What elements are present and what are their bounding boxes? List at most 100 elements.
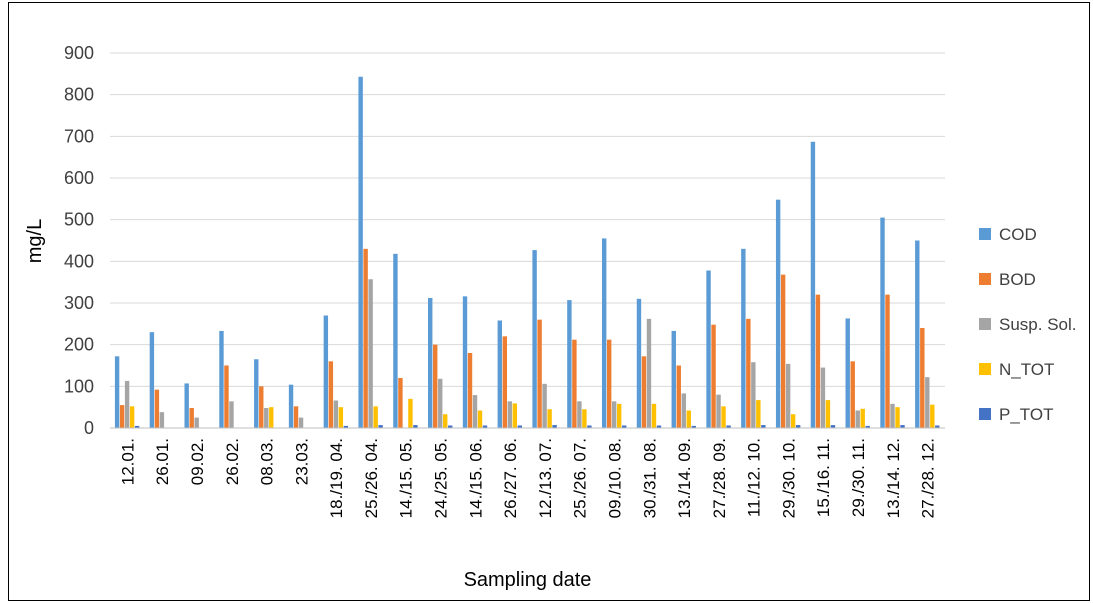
- bar-n-tot-11: [512, 403, 517, 428]
- x-tick-label: 14./15. 05.: [397, 438, 416, 518]
- bar-cod-8: [393, 253, 398, 428]
- bar-cod-0: [114, 356, 120, 428]
- x-tick-label: 30./31. 08.: [640, 438, 659, 518]
- bar-cod-7: [358, 76, 363, 428]
- x-tick-label: 18./19. 04.: [327, 438, 346, 518]
- x-tick-label: 08.03.: [258, 438, 277, 485]
- bar-bod-18: [746, 318, 751, 428]
- x-axis-title: Sampling date: [464, 569, 592, 591]
- y-tick-label: 0: [84, 418, 94, 438]
- legend-swatch: [979, 363, 991, 375]
- bar-susp-sol-2: [194, 417, 199, 428]
- legend-swatch: [979, 318, 991, 330]
- bar-p-tot-7: [378, 425, 383, 428]
- bar-cod-5: [288, 384, 294, 428]
- bar-bod-3: [224, 365, 229, 428]
- bar-bod-11: [502, 336, 507, 428]
- x-tick-label: 29./30. 10.: [779, 438, 798, 518]
- x-tick-label: 09./10. 08.: [606, 438, 625, 518]
- bar-cod-21: [845, 318, 850, 428]
- bar-cod-1: [149, 332, 155, 428]
- x-tick-label: 23.03.: [292, 438, 311, 485]
- bar-cod-9: [428, 298, 433, 428]
- bar-cod-23: [915, 240, 920, 428]
- bar-susp-sol-18: [751, 362, 756, 428]
- bar-n-tot-10: [477, 410, 483, 428]
- bar-susp-sol-9: [438, 378, 443, 428]
- bar-bod-20: [815, 294, 821, 428]
- bar-susp-sol-21: [855, 410, 860, 428]
- bar-bod-13: [572, 339, 577, 428]
- bar-cod-20: [810, 141, 816, 428]
- bar-cod-17: [706, 270, 711, 428]
- bar-p-tot-22: [900, 425, 905, 428]
- bar-cod-3: [219, 330, 224, 428]
- bar-cod-12: [532, 250, 537, 428]
- bar-n-tot-18: [756, 400, 761, 428]
- y-tick-label: 800: [64, 85, 94, 105]
- x-tick-label: 29./30. 11.: [849, 438, 868, 517]
- x-tick-label: 15./16. 11.: [814, 438, 833, 517]
- bar-susp-sol-16: [681, 393, 686, 428]
- bar-bod-2: [189, 408, 194, 428]
- bar-n-tot-17: [721, 406, 726, 428]
- legend-swatch: [979, 273, 991, 285]
- legend-label: N_TOT: [999, 360, 1054, 379]
- bar-cod-14: [601, 238, 607, 428]
- x-tick-label: 26.02.: [223, 438, 242, 485]
- y-axis-ticks: 0 100 200 300 400 500 600 700 800 900: [64, 43, 94, 438]
- bar-n-tot-9: [443, 414, 448, 428]
- x-tick-label: 26.01.: [153, 438, 172, 485]
- y-tick-label: 900: [64, 43, 94, 63]
- legend-label: Susp. Sol.: [999, 315, 1077, 334]
- bars: [114, 76, 940, 428]
- bar-p-tot-6: [343, 425, 349, 428]
- x-axis-ticks: 12.01. 26.01. 09.02. 26.02. 08.03. 23.03. 18./…: [118, 438, 937, 518]
- x-tick-label: 25./26. 07.: [571, 438, 590, 518]
- x-tick-label: 12./13. 07.: [536, 438, 555, 518]
- bar-n-tot-6: [338, 407, 344, 428]
- legend-swatch: [979, 228, 991, 240]
- bar-p-tot-17: [726, 425, 731, 428]
- bar-susp-sol-19: [785, 363, 791, 428]
- bar-n-tot-20: [825, 400, 831, 428]
- bar-bod-0: [119, 405, 125, 428]
- bar-susp-sol-15: [646, 318, 652, 428]
- bar-cod-10: [462, 296, 468, 428]
- bar-p-tot-10: [482, 425, 488, 428]
- legend-label: COD: [999, 225, 1037, 244]
- legend-label: P_TOT: [999, 405, 1053, 424]
- x-tick-label: 11./12. 10.: [745, 438, 764, 517]
- x-tick-label: 13./14. 09.: [675, 438, 694, 518]
- x-tick-label: 26./27. 06.: [501, 438, 520, 518]
- bar-p-tot-21: [865, 425, 870, 428]
- bar-cod-22: [880, 217, 885, 428]
- chart-frame: [8, 2, 1090, 601]
- bar-cod-6: [323, 315, 329, 428]
- bar-p-tot-20: [830, 425, 836, 428]
- bar-p-tot-9: [448, 425, 453, 428]
- bar-bod-19: [780, 274, 786, 428]
- bar-cod-2: [184, 383, 189, 428]
- x-tick-label: 13./14. 12.: [884, 438, 903, 518]
- y-tick-label: 600: [64, 168, 94, 188]
- bar-bod-16: [676, 365, 681, 428]
- bar-p-tot-19: [795, 425, 801, 428]
- legend: COD BOD Susp. Sol. N_TOT P_TOT: [979, 225, 1077, 424]
- bar-susp-sol-3: [229, 401, 234, 428]
- bar-bod-9: [433, 344, 438, 428]
- bar-susp-sol-1: [159, 412, 165, 428]
- x-tick-label: 27./28. 09.: [710, 438, 729, 518]
- bar-susp-sol-17: [716, 394, 721, 428]
- legend-label: BOD: [999, 270, 1036, 289]
- bar-n-tot-12: [547, 409, 552, 428]
- bar-susp-sol-10: [472, 395, 478, 428]
- x-tick-label: 25./26. 04.: [362, 438, 381, 518]
- bar-bod-6: [328, 361, 334, 428]
- bar-susp-sol-12: [542, 383, 547, 428]
- bar-bod-21: [850, 361, 855, 428]
- bar-n-tot-4: [269, 407, 274, 428]
- bar-bod-14: [606, 339, 612, 428]
- bar-n-tot-22: [895, 407, 900, 428]
